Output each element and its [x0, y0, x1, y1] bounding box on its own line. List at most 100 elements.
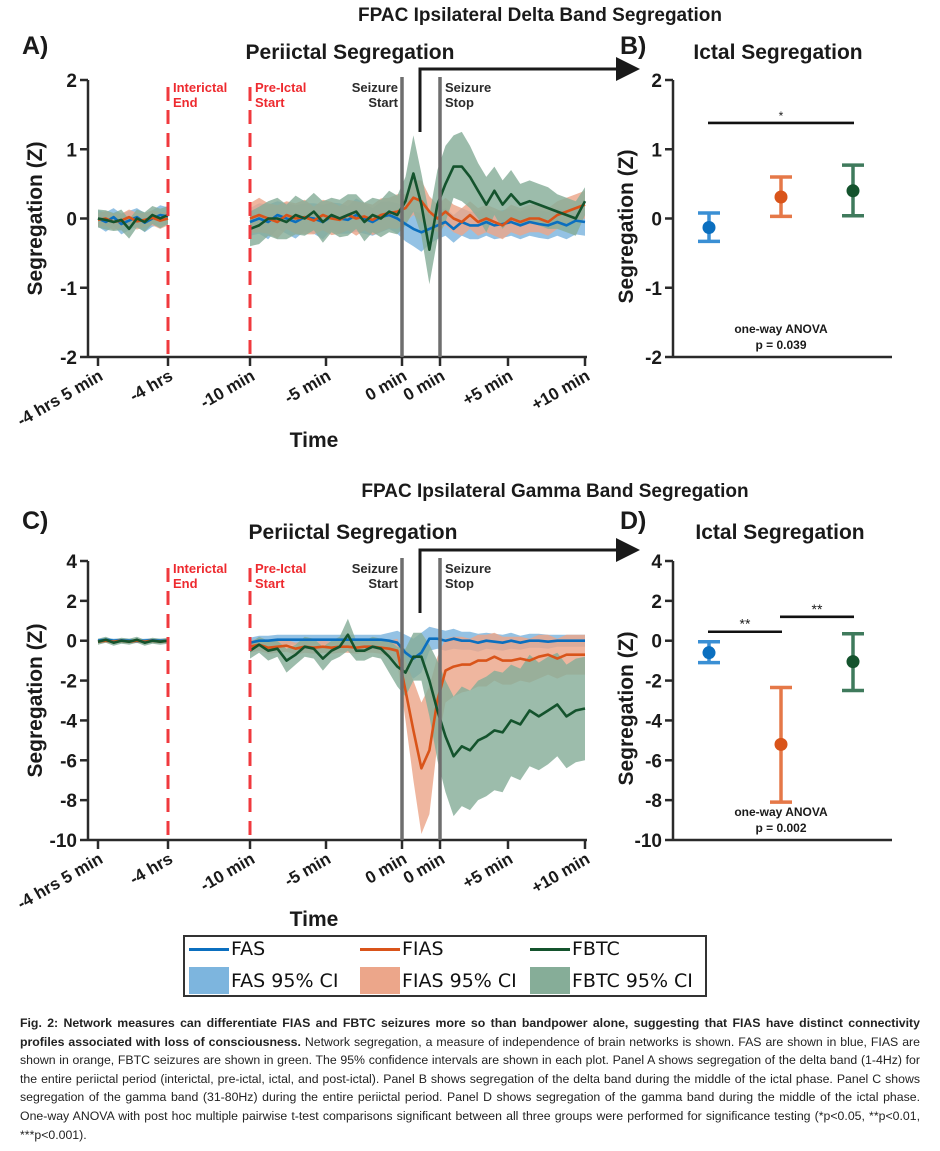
y-tick-label: -2 [60, 672, 77, 693]
legend-item-fbtc-ci: FBTC 95% CI [530, 967, 693, 994]
y-tick-label: 2 [651, 71, 662, 92]
mean-point-fas [702, 646, 716, 660]
y-axis-label: Segregation (Z) [24, 623, 47, 777]
event-marker-label: Seizure [352, 561, 398, 576]
panel-label: C) [22, 507, 48, 535]
anova-p-value: p = 0.002 [755, 821, 806, 835]
legend-swatch [530, 967, 570, 994]
significance-label: ** [740, 616, 751, 632]
series-line-fbtc [97, 638, 169, 645]
panel-label: B) [620, 32, 646, 60]
y-tick-label: 4 [66, 552, 77, 573]
x-tick-label: -5 min [281, 849, 334, 890]
ictal-arrow-head [616, 57, 640, 81]
y-tick-label: -8 [60, 791, 77, 812]
significance-label: ** [812, 601, 823, 617]
legend-item-fas-ci: FAS 95% CI [189, 967, 338, 994]
ictal-arrow-line [418, 548, 630, 613]
panel-title: Ictal Segregation [695, 521, 864, 544]
y-axis-label: Segregation (Z) [615, 149, 638, 303]
ictal-arrow-line [418, 67, 630, 132]
y-tick-label: 1 [651, 140, 662, 161]
x-tick-label: -10 min [197, 849, 258, 895]
legend: FAS FIAS FBTC FAS 95% CI FIAS 95% CI FBT… [183, 935, 707, 997]
series-line-fias [249, 196, 586, 227]
y-tick-label: 0 [66, 632, 77, 653]
y-axis-label: Segregation (Z) [615, 631, 638, 785]
legend-label: FBTC [572, 938, 620, 960]
panel-c-timeseries: FPAC Ipsilateral Gamma Band Segregation C… [14, 481, 749, 931]
x-tick-label: 0 min [362, 366, 410, 405]
panel-title: Ictal Segregation [693, 41, 862, 64]
x-tick-label: 0 min [362, 849, 410, 888]
panel-label: A) [22, 32, 48, 60]
anova-label: one-way ANOVA [734, 322, 828, 336]
x-tick-label: 0 min [400, 849, 448, 888]
mean-point-fbtc [846, 184, 860, 198]
x-tick-label: +5 min [459, 366, 516, 410]
legend-item-fbtc: FBTC [530, 938, 620, 960]
y-tick-label: -1 [645, 279, 662, 300]
y-tick-label: -10 [50, 831, 77, 852]
y-axis-label: Segregation (Z) [24, 141, 47, 295]
event-marker-label: End [173, 576, 198, 591]
caption-title: Fig. 2: Network measures can differentia… [20, 1016, 920, 1049]
y-tick-label: -2 [645, 348, 662, 369]
legend-swatch [530, 947, 570, 951]
anova-label: one-way ANOVA [734, 805, 828, 819]
figure-canvas: FPAC Ipsilateral Delta Band Segregation A… [14, 5, 892, 931]
y-tick-label: -10 [635, 831, 662, 852]
y-tick-label: -4 [60, 711, 77, 732]
legend-swatch [189, 947, 229, 951]
event-marker-label: Pre-Ictal [255, 561, 306, 576]
figure-caption: Fig. 2: Network measures can differentia… [20, 1014, 920, 1144]
y-tick-label: 0 [651, 210, 662, 231]
event-marker-label: Start [255, 576, 285, 591]
y-tick-label: 0 [651, 632, 662, 653]
legend-swatch [360, 967, 400, 994]
ci-band-fbtc [250, 618, 585, 817]
x-tick-label: -4 hrs 5 min [14, 849, 106, 913]
x-tick-label: +5 min [459, 849, 516, 893]
y-tick-label: 1 [66, 140, 77, 161]
ci-band-fbtc [250, 131, 585, 285]
x-tick-label: +10 min [528, 366, 593, 414]
legend-item-fas: FAS [189, 938, 265, 960]
x-tick-label: -4 hrs [126, 849, 176, 889]
panel-title: Periictal Segregation [249, 521, 458, 544]
y-tick-label: 4 [651, 552, 662, 573]
legend-label: FIAS [402, 938, 444, 960]
event-marker-label: Start [255, 95, 285, 110]
mean-point-fias [774, 737, 788, 751]
y-tick-label: -1 [60, 279, 77, 300]
series-line-fbtc [97, 213, 169, 231]
legend-label: FAS 95% CI [231, 969, 339, 992]
panel-b-ictal: B) Ictal Segregation 2 1 0 -1 -2 Segregation (Z… [615, 32, 892, 369]
event-marker-label: Stop [445, 576, 474, 591]
legend-swatch [360, 947, 400, 951]
x-tick-label: +10 min [528, 849, 593, 897]
event-marker-label: End [173, 95, 198, 110]
y-tick-label: 2 [651, 592, 662, 613]
event-marker-label: Start [368, 95, 398, 110]
event-marker-label: Interictal [173, 80, 227, 95]
legend-label: FAS [231, 938, 266, 960]
x-tick-label: 0 min [400, 366, 448, 405]
super-title: FPAC Ipsilateral Gamma Band Segregation [361, 481, 748, 502]
panel-d-ictal: D) Ictal Segregation 4 2 0 -2 -4 -6 -8 -10 Segrega… [615, 507, 892, 852]
series-line-fbtc [249, 165, 587, 251]
event-marker-label: Start [368, 576, 398, 591]
anova-p-value: p = 0.039 [755, 338, 806, 352]
event-marker-label: Seizure [352, 80, 398, 95]
y-tick-label: 0 [66, 210, 77, 231]
event-marker-label: Stop [445, 95, 474, 110]
y-tick-label: -4 [645, 711, 662, 732]
x-axis-label: Time [290, 908, 339, 931]
x-tick-label: -4 hrs 5 min [14, 366, 106, 430]
event-marker-label: Pre-Ictal [255, 80, 306, 95]
x-axis-label: Time [290, 429, 339, 452]
panel-title: Periictal Segregation [246, 41, 455, 64]
super-title: FPAC Ipsilateral Delta Band Segregation [358, 5, 722, 26]
ictal-arrow-head [616, 538, 640, 562]
x-tick-label: -5 min [281, 366, 334, 407]
